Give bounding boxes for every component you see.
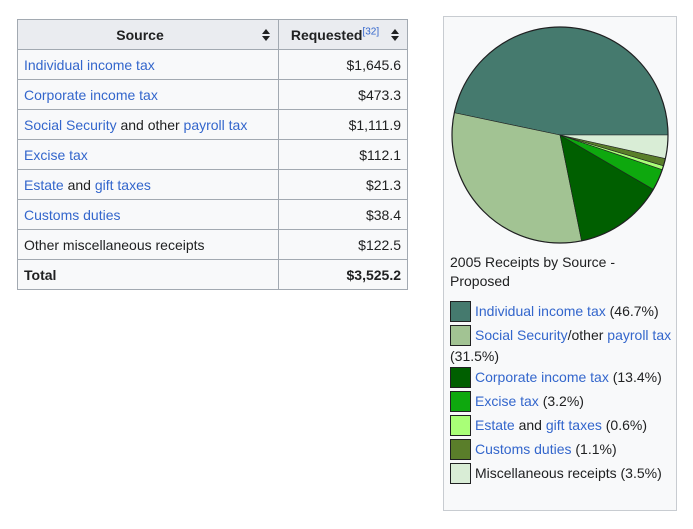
pie-slice-individual-income-tax [453,26,669,136]
legend-link[interactable]: Corporate income tax [475,369,609,385]
source-text: and [63,176,95,193]
column-header-requested[interactable]: Requested[32] [278,19,408,50]
source-link[interactable]: Customs duties [24,206,121,223]
chart-legend: Individual income tax (46.7%) Social Secu… [450,300,672,487]
legend-text: (31.5%) [450,348,500,364]
column-header-requested-label: Requested [290,26,363,43]
table-row: Corporate income tax $473.3 [17,79,408,110]
table-header-row: Source Requested[32] [17,19,408,50]
table-row: Social Security and other payroll tax $1,… [17,109,408,140]
legend-link[interactable]: Excise tax [475,393,539,409]
figure-caption: 2005 Receipts by Source - Proposed [450,254,615,289]
legend-link[interactable]: gift taxes [545,417,602,433]
sort-icon[interactable] [391,28,399,41]
reference-link[interactable]: [32] [362,25,380,37]
pie-chart [451,26,669,244]
requested-cell: $21.3 [278,169,408,200]
source-cell: Other miscellaneous receipts [17,229,279,260]
legend-link[interactable]: Estate [475,417,515,433]
legend-text: Miscellaneous receipts (3.5%) [475,465,662,481]
source-cell: Individual income tax [17,49,279,80]
legend-item: Excise tax (3.2%) [450,390,672,415]
legend-link[interactable]: payroll tax [607,327,672,343]
total-label: Total [17,259,279,290]
legend-item: Customs duties (1.1%) [450,438,672,463]
source-link[interactable]: Corporate income tax [24,86,158,103]
requested-cell: $1,111.9 [278,109,408,140]
source-link[interactable]: gift taxes [94,176,151,193]
legend-text: (0.6%) [601,417,647,433]
column-header-source-label: Source [116,26,164,43]
requested-cell: $38.4 [278,199,408,230]
legend-item: Individual income tax (46.7%) [450,300,672,325]
legend-swatch [450,390,471,412]
legend-item: Miscellaneous receipts (3.5%) [450,462,672,487]
legend-swatch [450,366,471,388]
source-cell: Excise tax [17,139,279,170]
legend-item: Corporate income tax (13.4%) [450,366,672,391]
legend-text: (46.7%) [605,303,659,319]
sort-icon[interactable] [262,28,270,41]
source-link[interactable]: Excise tax [24,146,88,163]
source-cell: Social Security and other payroll tax [17,109,279,140]
total-row: Total $3,525.2 [17,259,408,290]
source-link[interactable]: payroll tax [183,116,248,133]
requested-cell: $112.1 [278,139,408,170]
table-row: Excise tax $112.1 [17,139,408,170]
legend-text: (1.1%) [571,441,617,457]
source-text: and other [116,116,184,133]
table-row: Other miscellaneous receipts $122.5 [17,229,408,260]
requested-cell: $1,645.6 [278,49,408,80]
legend-link[interactable]: Individual income tax [475,303,606,319]
legend-text: (13.4%) [608,369,662,385]
table-row: Estate and gift taxes $21.3 [17,169,408,200]
requested-cell: $473.3 [278,79,408,110]
requested-cell: $122.5 [278,229,408,260]
legend-text: and [514,417,546,433]
legend-link[interactable]: Social Security [475,327,568,343]
legend-swatch [450,462,471,484]
pie-outline [451,26,669,244]
source-cell: Customs duties [17,199,279,230]
table-row: Customs duties $38.4 [17,199,408,230]
legend-link[interactable]: Customs duties [475,441,572,457]
legend-swatch [450,300,471,322]
legend-item: Estate and gift taxes (0.6%) [450,414,672,439]
table-row: Individual income tax $1,645.6 [17,49,408,80]
pie-chart-figure: 2005 Receipts by Source - Proposed Indiv… [443,16,677,511]
source-cell: Corporate income tax [17,79,279,110]
column-header-source[interactable]: Source [17,19,279,50]
source-cell: Estate and gift taxes [17,169,279,200]
legend-swatch [450,438,471,460]
legend-item: Social Security/other payroll tax (31.5%… [450,324,672,367]
legend-swatch [450,324,471,346]
receipts-table: Source Requested[32] Individual income t… [17,19,408,290]
source-link[interactable]: Social Security [24,116,117,133]
source-link[interactable]: Individual income tax [24,56,155,73]
total-value: $3,525.2 [278,259,408,290]
legend-swatch [450,414,471,436]
legend-text: /other [567,327,608,343]
legend-text: (3.2%) [538,393,584,409]
source-text: Other miscellaneous receipts [24,236,205,253]
source-link[interactable]: Estate [24,176,64,193]
